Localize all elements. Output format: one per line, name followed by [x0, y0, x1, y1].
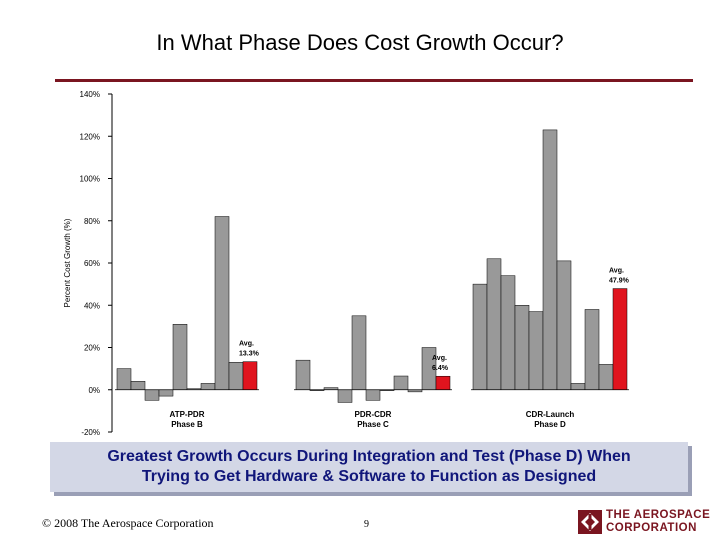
- bar: [172, 324, 188, 391]
- group-label: PDR-CDR: [355, 410, 392, 419]
- bar: [200, 383, 216, 391]
- slide-title: In What Phase Does Cost Growth Occur?: [156, 30, 564, 55]
- logo-line-2: CORPORATION: [606, 522, 697, 534]
- avg-bar: [242, 361, 258, 390]
- avg-bar: [435, 375, 451, 391]
- aerospace-logo-icon: [578, 510, 602, 534]
- y-axis-label: Percent Cost Growth (%): [63, 218, 72, 307]
- callout-line-2: Trying to Get Hardware & Software to Fun…: [141, 468, 597, 485]
- y-tick-label: -20%: [81, 428, 100, 437]
- callout-box: Greatest Growth Occurs During Integratio…: [50, 442, 688, 492]
- bar: [130, 381, 146, 390]
- bar: [393, 375, 409, 390]
- y-tick-label: 20%: [84, 344, 100, 353]
- avg-label-value: 6.4%: [432, 365, 449, 372]
- group-label: ATP-PDR: [170, 410, 205, 419]
- y-tick-label: 100%: [80, 175, 100, 184]
- y-tick-label: 60%: [84, 259, 100, 268]
- bar: [351, 315, 367, 390]
- title-rule: [55, 79, 693, 82]
- avg-label-title: Avg.: [432, 355, 447, 362]
- avg-label-value: 13.3%: [239, 351, 260, 358]
- bar: [598, 364, 614, 390]
- bar: [228, 362, 244, 391]
- y-tick-label: 0%: [88, 386, 100, 395]
- avg-label-title: Avg.: [239, 341, 254, 348]
- bar: [528, 311, 544, 390]
- bar: [158, 389, 174, 397]
- bar: [295, 359, 311, 390]
- group-sublabel: Phase C: [357, 420, 389, 429]
- bar: [584, 309, 600, 391]
- y-tick-label: 80%: [84, 217, 100, 226]
- avg-bar: [612, 288, 628, 390]
- bar: [486, 258, 502, 390]
- avg-label-title: Avg.: [609, 268, 624, 275]
- logo-line-1: THE AEROSPACE: [606, 509, 711, 521]
- y-tick-label: 140%: [80, 90, 100, 99]
- y-tick-label: 120%: [80, 132, 100, 141]
- bar: [500, 275, 516, 390]
- group-sublabel: Phase D: [534, 420, 566, 429]
- bar: [365, 389, 381, 401]
- page-number: 9: [364, 519, 369, 530]
- bar: [570, 383, 586, 391]
- avg-label-value: 47.9%: [609, 278, 630, 285]
- callout-line-1: Greatest Growth Occurs During Integratio…: [107, 448, 631, 465]
- bar: [116, 368, 132, 390]
- bar: [542, 129, 558, 390]
- bar: [472, 283, 488, 390]
- copyright-text: © 2008 The Aerospace Corporation: [42, 516, 214, 530]
- bar: [514, 305, 530, 390]
- bar: [144, 389, 160, 401]
- bar: [556, 260, 572, 391]
- bar: [214, 216, 230, 390]
- group-label: CDR-Launch: [526, 410, 575, 419]
- y-tick-label: 40%: [84, 301, 100, 310]
- bar: [337, 389, 353, 403]
- group-sublabel: Phase B: [171, 420, 203, 429]
- aerospace-logo: THE AEROSPACE CORPORATION: [578, 508, 718, 538]
